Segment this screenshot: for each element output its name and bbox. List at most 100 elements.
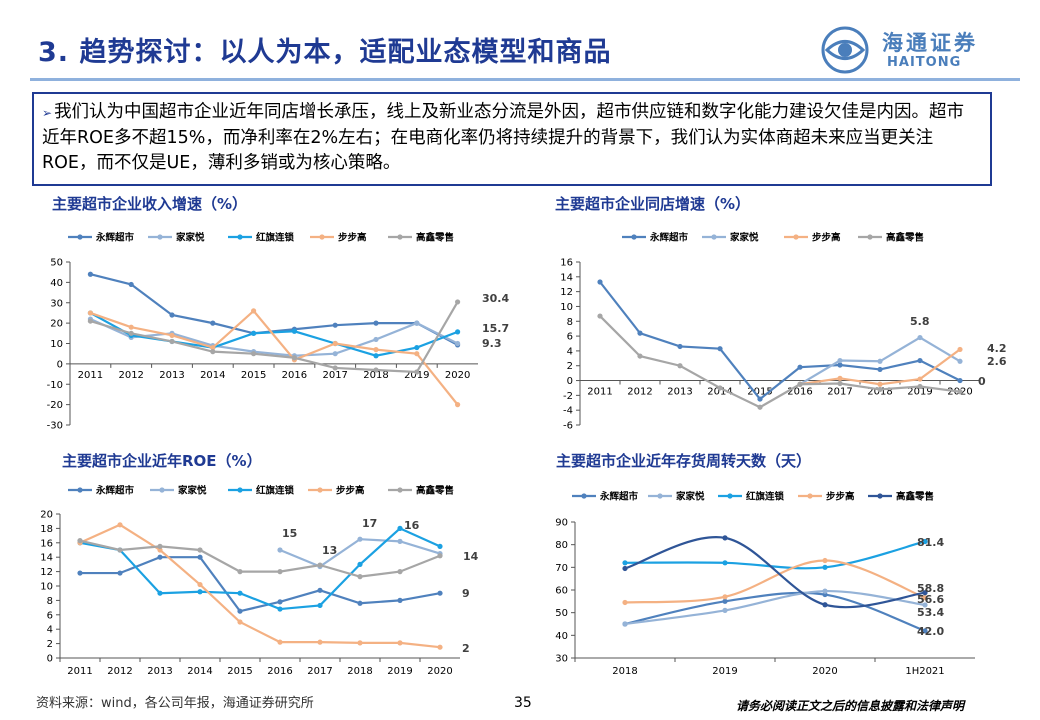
data-point [317, 562, 323, 568]
x-tick-label: 2011 [587, 387, 612, 398]
disclaimer-text: 请务必阅读正文之后的信息披露和法律声明 [736, 699, 965, 713]
y-tick-label: 0 [567, 376, 573, 387]
data-label: 5.8 [910, 315, 930, 328]
y-tick-label: 8 [567, 317, 573, 328]
data-point [455, 340, 461, 347]
data-point [917, 383, 923, 390]
data-point [332, 340, 338, 347]
data-point [77, 538, 83, 544]
x-tick-label: 2017 [322, 370, 347, 381]
data-point [922, 595, 928, 601]
y-tick-label: -2 [563, 391, 573, 402]
data-point [277, 599, 283, 605]
y-tick-label: 16 [560, 258, 573, 269]
data-point [797, 381, 803, 387]
legend-marker [319, 234, 325, 240]
header-divider [30, 78, 1020, 81]
summary-text: 我们认为中国超市企业近年同店增长承压，线上及新业态分流是外因，超市供应链和数字化… [42, 102, 965, 173]
data-point [373, 336, 379, 343]
y-tick-label: -4 [563, 406, 573, 417]
data-label: 17 [362, 517, 377, 530]
legend-marker [807, 493, 813, 499]
x-tick-label: 2018 [363, 370, 388, 381]
bullet-arrow-icon: ➢ [42, 106, 53, 120]
y-tick-label: -6 [563, 421, 573, 432]
y-tick-label: 12 [560, 287, 573, 298]
data-point [877, 358, 883, 364]
y-tick-label: 60 [555, 586, 568, 597]
data-point [210, 349, 216, 355]
data-point [397, 597, 403, 603]
y-tick-label: 30 [555, 654, 568, 665]
data-point [917, 376, 923, 382]
legend-label: 家家悦 [730, 232, 759, 244]
x-tick-label: 2019 [404, 370, 429, 381]
data-point [117, 570, 123, 576]
data-point [237, 608, 243, 614]
data-point [87, 318, 93, 324]
data-point [210, 320, 216, 326]
data-point [157, 547, 163, 553]
data-point [957, 346, 963, 353]
data-point [357, 561, 363, 567]
legend-label: 永辉超市 [599, 491, 639, 503]
data-point [397, 640, 403, 646]
data-point [291, 355, 297, 361]
data-point [917, 357, 923, 364]
data-point [357, 536, 363, 542]
x-tick-label: 2014 [200, 370, 225, 381]
y-tick-label: 10 [560, 302, 573, 313]
y-tick-label: 70 [555, 563, 568, 574]
data-point [957, 377, 963, 384]
data-point [722, 607, 728, 613]
legend-marker [711, 234, 717, 240]
data-point [317, 602, 323, 609]
x-tick-label: 2013 [159, 370, 184, 381]
y-tick-label: 14 [560, 272, 573, 283]
data-point [210, 344, 216, 351]
legend-label: 红旗连锁 [256, 485, 295, 497]
page-number: 35 [514, 695, 532, 711]
data-point [117, 522, 123, 528]
x-tick-label: 1H2021 [905, 666, 944, 677]
series-line-高鑫零售 [599, 315, 961, 409]
series-line-步步高 [624, 559, 926, 604]
x-tick-label: 2013 [667, 387, 692, 398]
data-point [437, 644, 443, 650]
data-point [877, 381, 883, 387]
x-tick-label: 2016 [267, 666, 292, 677]
legend-label: 永辉超市 [649, 232, 689, 244]
legend-label: 高鑫零售 [886, 232, 924, 244]
series-line-红旗连锁 [79, 527, 441, 611]
y-tick-label: 2 [567, 361, 573, 372]
series-line-永辉超市 [624, 591, 926, 632]
data-point [317, 639, 323, 645]
data-point [622, 560, 628, 566]
data-label: 42.0 [917, 625, 944, 638]
data-point [169, 338, 175, 345]
x-tick-label: 2018 [347, 666, 372, 677]
data-point [169, 312, 175, 318]
data-point [822, 588, 828, 594]
legend-marker [157, 234, 163, 240]
x-tick-label: 2017 [827, 387, 852, 398]
y-tick-label: 50 [555, 608, 568, 619]
legend-marker [877, 493, 883, 499]
data-point [277, 606, 283, 612]
y-tick-label: 90 [555, 518, 568, 529]
data-point [922, 538, 928, 545]
data-point [797, 364, 803, 370]
chart-title-inventory-days: 主要超市企业近年存货周转天数（天） [556, 452, 812, 470]
data-point [128, 330, 134, 336]
data-point [822, 564, 828, 570]
series-line-家家悦 [624, 590, 926, 626]
data-label: 9 [462, 587, 470, 600]
x-tick-label: 2016 [282, 370, 307, 381]
data-point [922, 590, 928, 596]
y-tick-label: 4 [47, 625, 53, 636]
x-tick-label: 2012 [107, 666, 132, 677]
data-point [87, 310, 93, 316]
x-tick-label: 2019 [387, 666, 412, 677]
data-point [373, 367, 379, 373]
data-point [397, 538, 403, 544]
